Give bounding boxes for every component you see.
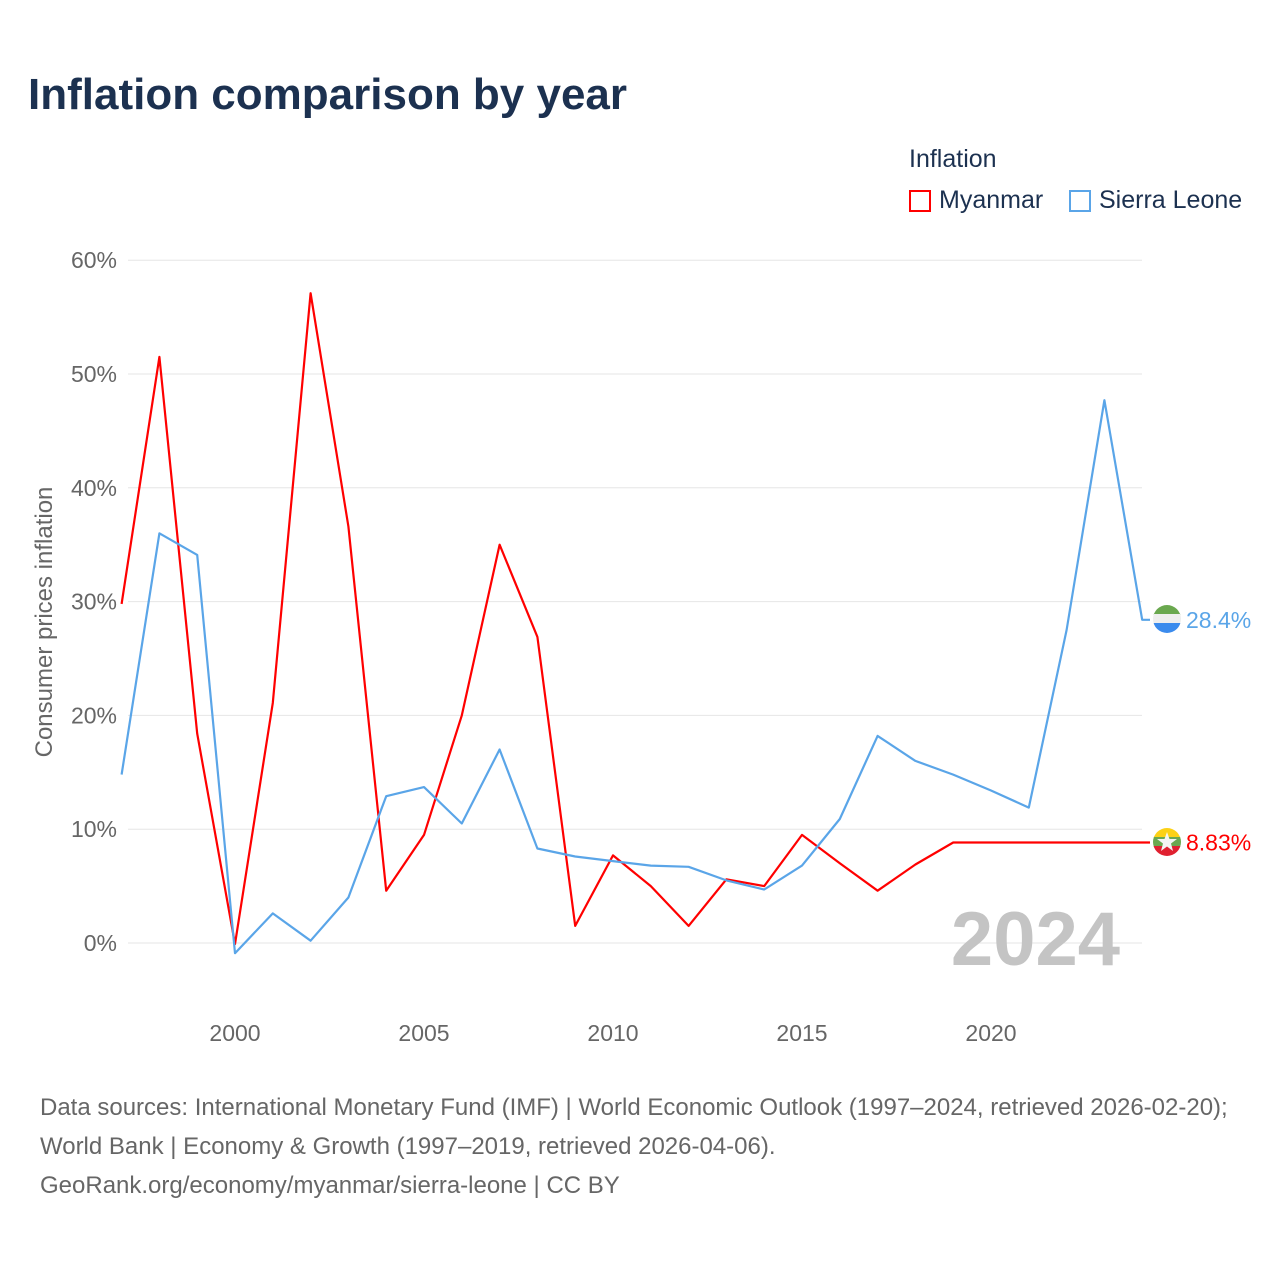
flag-sierra-leone-icon bbox=[1153, 605, 1181, 633]
source-link[interactable]: GeoRank.org/economy/myanmar/sierra-leone… bbox=[40, 1172, 620, 1199]
series-line-sierra-leone bbox=[120, 399, 1150, 955]
legend-title: Inflation bbox=[909, 145, 997, 173]
y-tick-label: 30% bbox=[71, 589, 117, 615]
chart-title: Inflation comparison by year bbox=[28, 70, 628, 119]
x-tick-label: 2010 bbox=[587, 1020, 638, 1046]
y-tick-label: 40% bbox=[71, 475, 117, 501]
legend-label: Sierra Leone bbox=[1099, 186, 1243, 214]
y-axis-label: Consumer prices inflation bbox=[31, 487, 58, 758]
y-tick-label: 60% bbox=[71, 247, 117, 273]
y-tick-label: 50% bbox=[71, 361, 117, 387]
end-value-label: 8.83% bbox=[1186, 830, 1251, 856]
flag-myanmar-icon bbox=[1153, 828, 1181, 856]
y-tick-label: 0% bbox=[84, 930, 117, 956]
legend-item-sierra-leone[interactable]: Sierra Leone bbox=[1069, 186, 1242, 215]
series-line-myanmar bbox=[120, 292, 1150, 946]
legend-item-myanmar[interactable]: Myanmar bbox=[909, 186, 1043, 215]
x-tick-label: 2020 bbox=[965, 1020, 1016, 1046]
end-value-label: 28.4% bbox=[1186, 607, 1251, 633]
y-tick-label: 10% bbox=[71, 816, 117, 842]
footer: Data sources: International Monetary Fun… bbox=[40, 1088, 1250, 1205]
y-tick-label: 20% bbox=[71, 702, 117, 728]
x-tick-label: 2015 bbox=[776, 1020, 827, 1046]
legend-label: Myanmar bbox=[939, 186, 1044, 214]
year-watermark: 2024 bbox=[951, 897, 1120, 982]
x-tick-label: 2005 bbox=[398, 1020, 449, 1046]
x-tick-label: 2000 bbox=[209, 1020, 260, 1046]
data-sources: Data sources: International Monetary Fun… bbox=[40, 1094, 1228, 1160]
legend-swatch-myanmar bbox=[909, 189, 931, 212]
legend-swatch-sierra-leone bbox=[1069, 189, 1091, 212]
line-chart: 0% 10% 20% 30% 40% 50% 60% 2000 2005 2010 2015 2020… bbox=[31, 247, 1251, 1046]
